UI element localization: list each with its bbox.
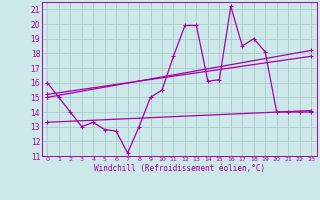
X-axis label: Windchill (Refroidissement éolien,°C): Windchill (Refroidissement éolien,°C): [94, 164, 265, 173]
